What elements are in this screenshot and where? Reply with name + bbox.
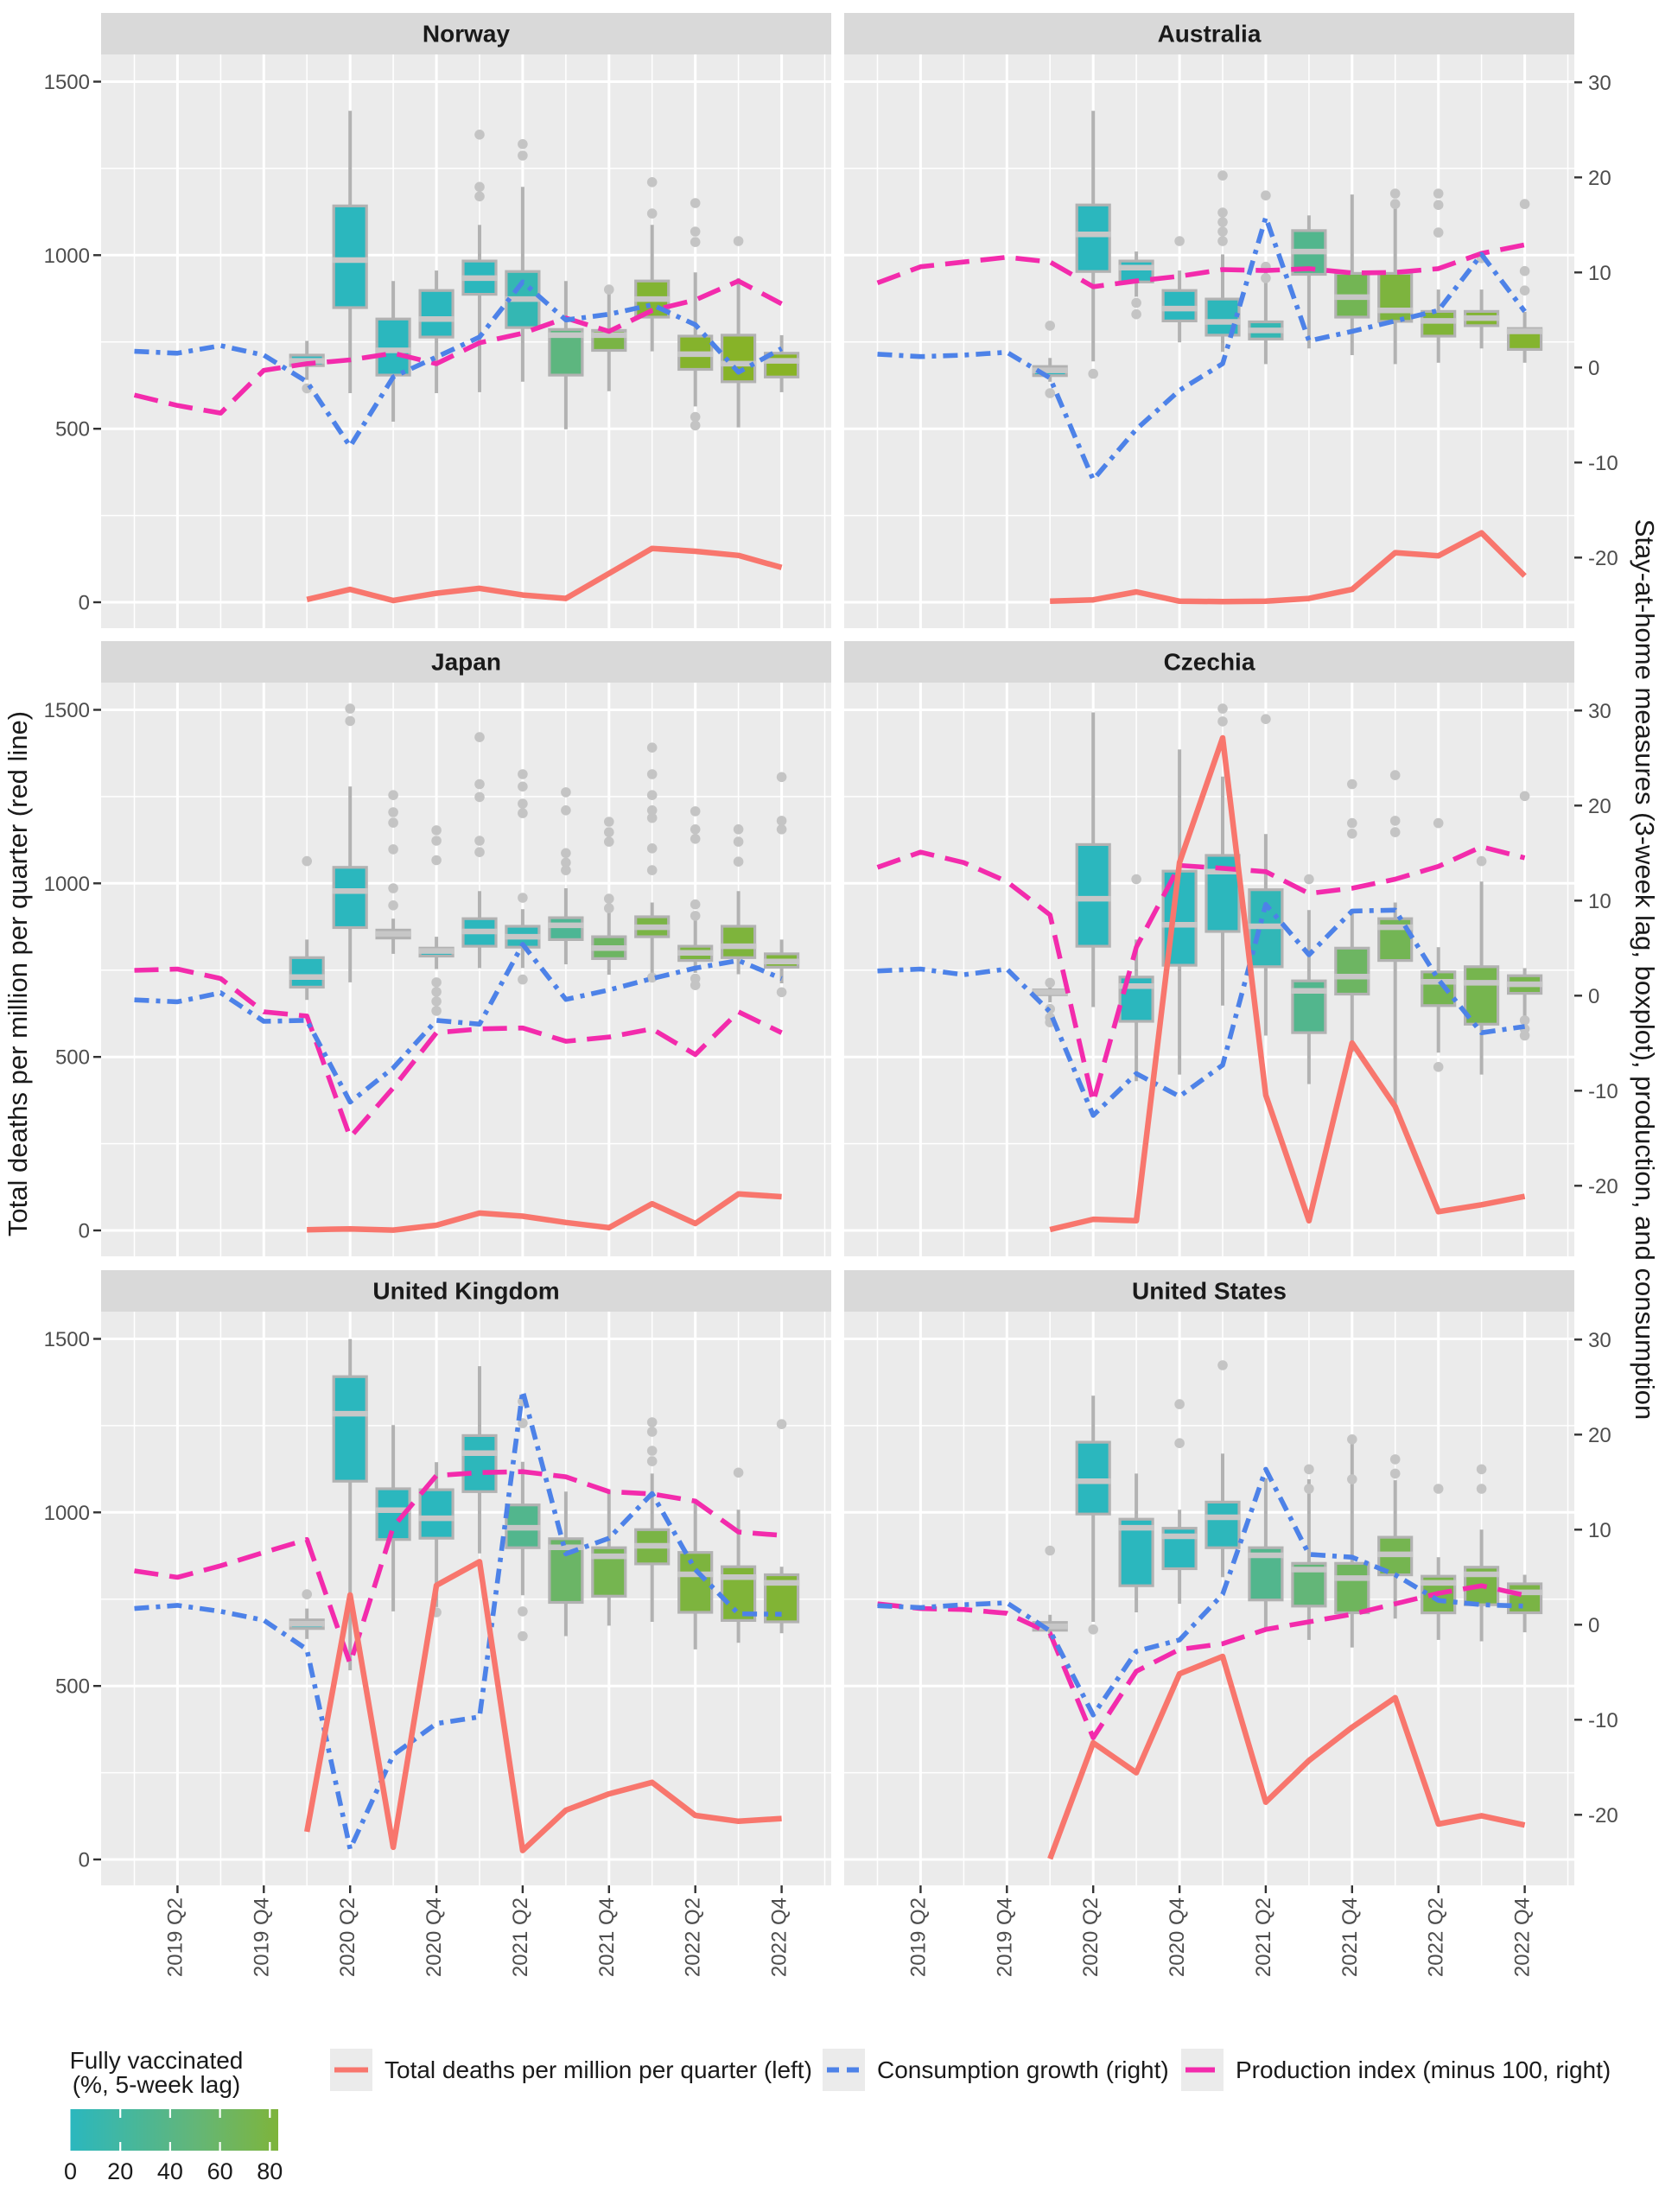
svg-text:2021 Q2: 2021 Q2 <box>509 1897 532 1977</box>
svg-text:Fully vaccinated: Fully vaccinated <box>70 2047 244 2074</box>
svg-text:1000: 1000 <box>44 873 90 896</box>
svg-text:Consumption growth (right): Consumption growth (right) <box>877 2056 1169 2083</box>
svg-text:2022 Q2: 2022 Q2 <box>682 1897 705 1977</box>
svg-text:2021 Q4: 2021 Q4 <box>1338 1897 1362 1977</box>
svg-text:Total deaths per million per q: Total deaths per million per quarter (re… <box>3 711 33 1236</box>
svg-text:2022 Q2: 2022 Q2 <box>1425 1897 1448 1977</box>
svg-text:Australia: Australia <box>1158 21 1262 48</box>
svg-text:1500: 1500 <box>44 71 90 94</box>
svg-text:20: 20 <box>107 2158 133 2184</box>
svg-text:2020 Q2: 2020 Q2 <box>336 1897 359 1977</box>
svg-text:-10: -10 <box>1588 1709 1618 1732</box>
svg-text:2020 Q4: 2020 Q4 <box>1166 1897 1189 1977</box>
svg-text:0: 0 <box>1588 985 1599 1008</box>
svg-text:-20: -20 <box>1588 1804 1618 1827</box>
svg-text:2019 Q2: 2019 Q2 <box>163 1897 187 1977</box>
svg-text:2022 Q4: 2022 Q4 <box>768 1897 791 1977</box>
svg-text:-10: -10 <box>1588 452 1618 475</box>
svg-text:10: 10 <box>1588 262 1611 285</box>
svg-text:500: 500 <box>55 1046 90 1070</box>
svg-text:-20: -20 <box>1588 547 1618 570</box>
svg-text:0: 0 <box>1588 1614 1599 1637</box>
svg-text:2021 Q2: 2021 Q2 <box>1252 1897 1275 1977</box>
svg-text:Norway: Norway <box>423 21 511 48</box>
svg-text:2019 Q4: 2019 Q4 <box>250 1897 273 1977</box>
svg-text:1500: 1500 <box>44 1328 90 1351</box>
svg-text:500: 500 <box>55 418 90 442</box>
svg-text:United States: United States <box>1132 1278 1287 1305</box>
svg-text:30: 30 <box>1588 1329 1611 1352</box>
svg-text:80: 80 <box>257 2158 283 2184</box>
svg-text:Japan: Japan <box>431 649 501 676</box>
svg-text:10: 10 <box>1588 890 1611 913</box>
svg-text:2019 Q2: 2019 Q2 <box>906 1897 930 1977</box>
svg-text:(%, 5-week lag): (%, 5-week lag) <box>73 2071 241 2098</box>
svg-text:20: 20 <box>1588 1424 1611 1447</box>
svg-text:2020 Q4: 2020 Q4 <box>423 1897 446 1977</box>
svg-text:0: 0 <box>1588 357 1599 380</box>
svg-text:40: 40 <box>157 2158 183 2184</box>
svg-text:0: 0 <box>64 2158 77 2184</box>
svg-text:2020 Q2: 2020 Q2 <box>1079 1897 1103 1977</box>
svg-text:-20: -20 <box>1588 1175 1618 1198</box>
svg-text:0: 0 <box>79 1849 90 1872</box>
svg-text:-10: -10 <box>1588 1080 1618 1103</box>
svg-text:1500: 1500 <box>44 699 90 722</box>
svg-text:500: 500 <box>55 1675 90 1699</box>
svg-text:10: 10 <box>1588 1519 1611 1542</box>
svg-text:20: 20 <box>1588 795 1611 818</box>
svg-text:0: 0 <box>79 592 90 615</box>
svg-text:Production index (minus 100, r: Production index (minus 100, right) <box>1236 2056 1611 2083</box>
svg-text:United Kingdom: United Kingdom <box>372 1278 559 1305</box>
svg-text:1000: 1000 <box>44 1502 90 1525</box>
svg-text:30: 30 <box>1588 72 1611 95</box>
svg-text:Czechia: Czechia <box>1164 649 1255 676</box>
svg-text:60: 60 <box>207 2158 233 2184</box>
svg-text:2021 Q4: 2021 Q4 <box>595 1897 619 1977</box>
svg-text:30: 30 <box>1588 700 1611 723</box>
svg-text:2022 Q4: 2022 Q4 <box>1511 1897 1535 1977</box>
svg-text:1000: 1000 <box>44 245 90 268</box>
svg-text:Total deaths per million per q: Total deaths per million per quarter (le… <box>385 2056 812 2083</box>
svg-text:2019 Q4: 2019 Q4 <box>993 1897 1016 1977</box>
svg-text:0: 0 <box>79 1220 90 1243</box>
svg-text:20: 20 <box>1588 167 1611 190</box>
svg-text:Stay-at-home measures (3-week: Stay-at-home measures (3-week lag, boxpl… <box>1630 519 1659 1420</box>
